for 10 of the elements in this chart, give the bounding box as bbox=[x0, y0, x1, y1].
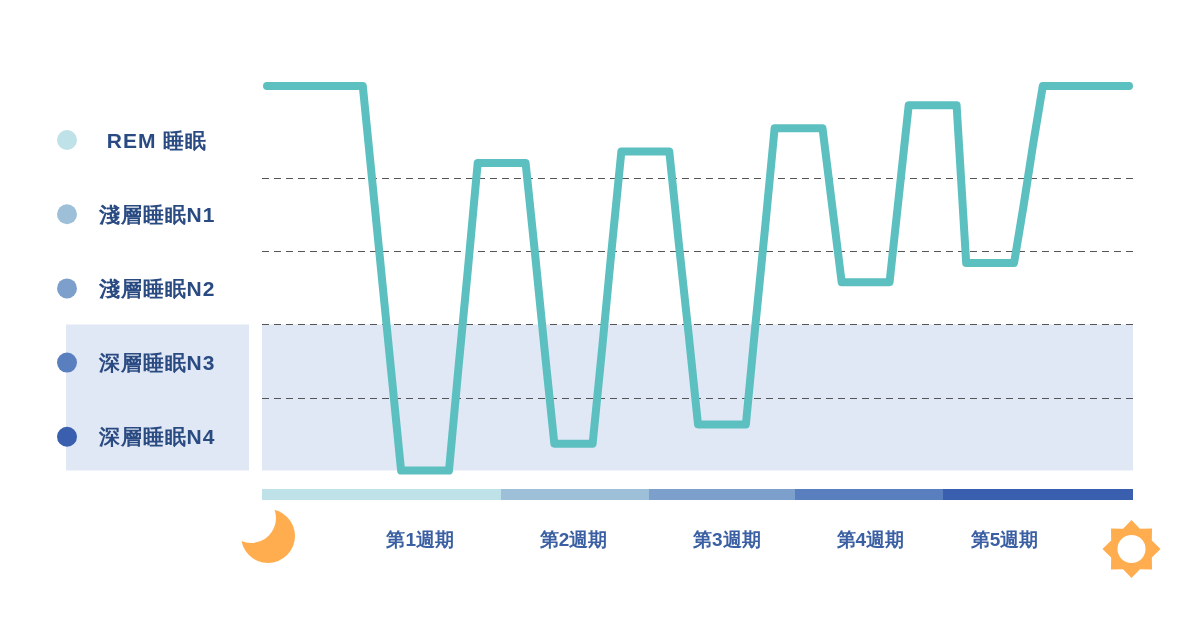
text: 深層睡眠N3 bbox=[97, 351, 216, 375]
text: REM 睡眠 bbox=[106, 128, 208, 152]
text: 深層睡眠N4 bbox=[97, 425, 216, 449]
x-tick-label: 第5週期 bbox=[969, 528, 1039, 550]
x-tick-label: 第1週期 bbox=[385, 528, 455, 550]
text: 淺層睡眠N1 bbox=[97, 202, 216, 226]
text: 淺層睡眠N2 bbox=[97, 276, 216, 300]
x-tick-label: 第2週期 bbox=[538, 528, 608, 550]
x-tick-label: 第3週期 bbox=[691, 528, 761, 550]
x-tick-label: 第4週期 bbox=[835, 528, 905, 550]
